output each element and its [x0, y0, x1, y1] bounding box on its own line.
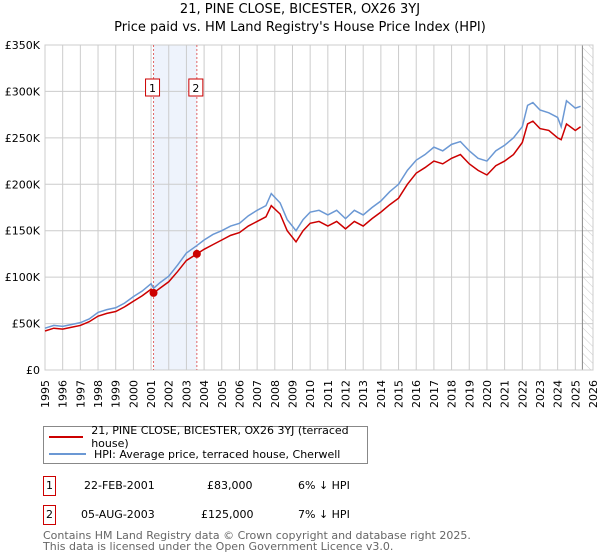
x-tick-label: 2003 [180, 380, 193, 408]
y-tick-label: £300K [5, 85, 41, 98]
legend-label-property: 21, PINE CLOSE, BICESTER, OX26 3YJ (terr… [91, 424, 349, 450]
footer-line-2: This data is licensed under the Open Gov… [43, 540, 394, 553]
x-tick-label: 1998 [92, 380, 105, 408]
x-tick-label: 2006 [233, 380, 246, 408]
x-tick-label: 2008 [269, 380, 282, 408]
x-tick-label: 2015 [393, 380, 406, 408]
x-tick-label: 2005 [216, 380, 229, 408]
y-tick-label: £200K [5, 178, 41, 191]
x-tick-label: 2025 [569, 380, 582, 408]
sale-hpi-diff: 7% ↓ HPI [298, 508, 350, 521]
x-tick-label: 2007 [251, 380, 264, 408]
chart-subtitle: Price paid vs. HM Land Registry's House … [114, 20, 486, 35]
x-tick-label: 2022 [516, 380, 529, 408]
sale-marker-box [145, 78, 161, 97]
hpi-line [44, 99, 581, 329]
x-tick-label: 2020 [481, 380, 494, 408]
x-tick-label: 2004 [198, 380, 211, 408]
x-tick-label: 2024 [552, 380, 565, 408]
hatched-future-region [582, 45, 593, 370]
x-tick-label: 2018 [446, 380, 459, 408]
plot-area: 1995 1996 1997 1998 1999 2000 2001 2002 2003 2004… [5, 39, 600, 408]
x-tick-label: 2026 [587, 380, 600, 408]
x-tick-label: 2019 [463, 380, 476, 408]
sale-marker-box [188, 78, 204, 97]
x-tick-label: 2014 [375, 380, 388, 408]
x-tick-label: 2009 [286, 380, 299, 408]
x-tick-label: 2002 [163, 380, 176, 408]
sale-hpi-diff: 6% ↓ HPI [298, 479, 350, 492]
x-tick-label: 1996 [57, 380, 70, 408]
sale-price: £125,000 [201, 508, 254, 521]
sale-date: 22-FEB-2001 [84, 479, 155, 492]
y-tick-label: £100K [5, 271, 41, 284]
sale-point [149, 288, 158, 297]
plot-border [44, 44, 594, 371]
x-tick-label: 1997 [74, 380, 87, 408]
legend-label-hpi: HPI: Average price, terraced house, Cher… [94, 447, 341, 461]
sale-marker-badge: 2 [43, 505, 56, 525]
x-tick-label: 2001 [145, 380, 158, 408]
chart-title: 21, PINE CLOSE, BICESTER, OX26 3YJ [179, 2, 421, 17]
x-tick-label: 2016 [410, 380, 423, 408]
legend-swatch-property [49, 436, 84, 438]
property-price-line [44, 120, 582, 332]
legend: 21, PINE CLOSE, BICESTER, OX26 3YJ (terr… [43, 424, 368, 464]
x-tick-label: 2000 [127, 380, 140, 408]
x-tick-label: 1995 [39, 380, 52, 408]
sale-point [192, 249, 201, 258]
y-tick-label: £0 [26, 364, 40, 377]
y-tick-label: £250K [5, 132, 41, 145]
x-tick-label: 2012 [340, 380, 353, 408]
legend-swatch-hpi [49, 453, 86, 455]
y-tick-label: £350K [5, 39, 41, 52]
sale-marker-label: 1 [149, 82, 156, 95]
footer: Contains HM Land Registry data © Crown c… [43, 530, 471, 552]
y-tick-label: £150K [5, 225, 41, 238]
sale-marker-label: 2 [192, 82, 199, 95]
x-tick-label: 2023 [534, 380, 547, 408]
footer-line-1: Contains HM Land Registry data © Crown c… [43, 529, 471, 542]
x-tick-label: 2021 [499, 380, 512, 408]
x-tick-label: 2011 [322, 380, 335, 408]
y-tick-label: £50K [12, 318, 41, 331]
x-tick-label: 2017 [428, 380, 441, 408]
sale-date: 05-AUG-2003 [81, 508, 155, 521]
x-tick-label: 2010 [304, 380, 317, 408]
shaded-ownership-period [153, 45, 197, 370]
x-tick-label: 2013 [357, 380, 370, 408]
x-tick-label: 1999 [110, 380, 123, 408]
sale-marker-badge: 1 [43, 476, 56, 496]
sale-price: £83,000 [207, 479, 253, 492]
